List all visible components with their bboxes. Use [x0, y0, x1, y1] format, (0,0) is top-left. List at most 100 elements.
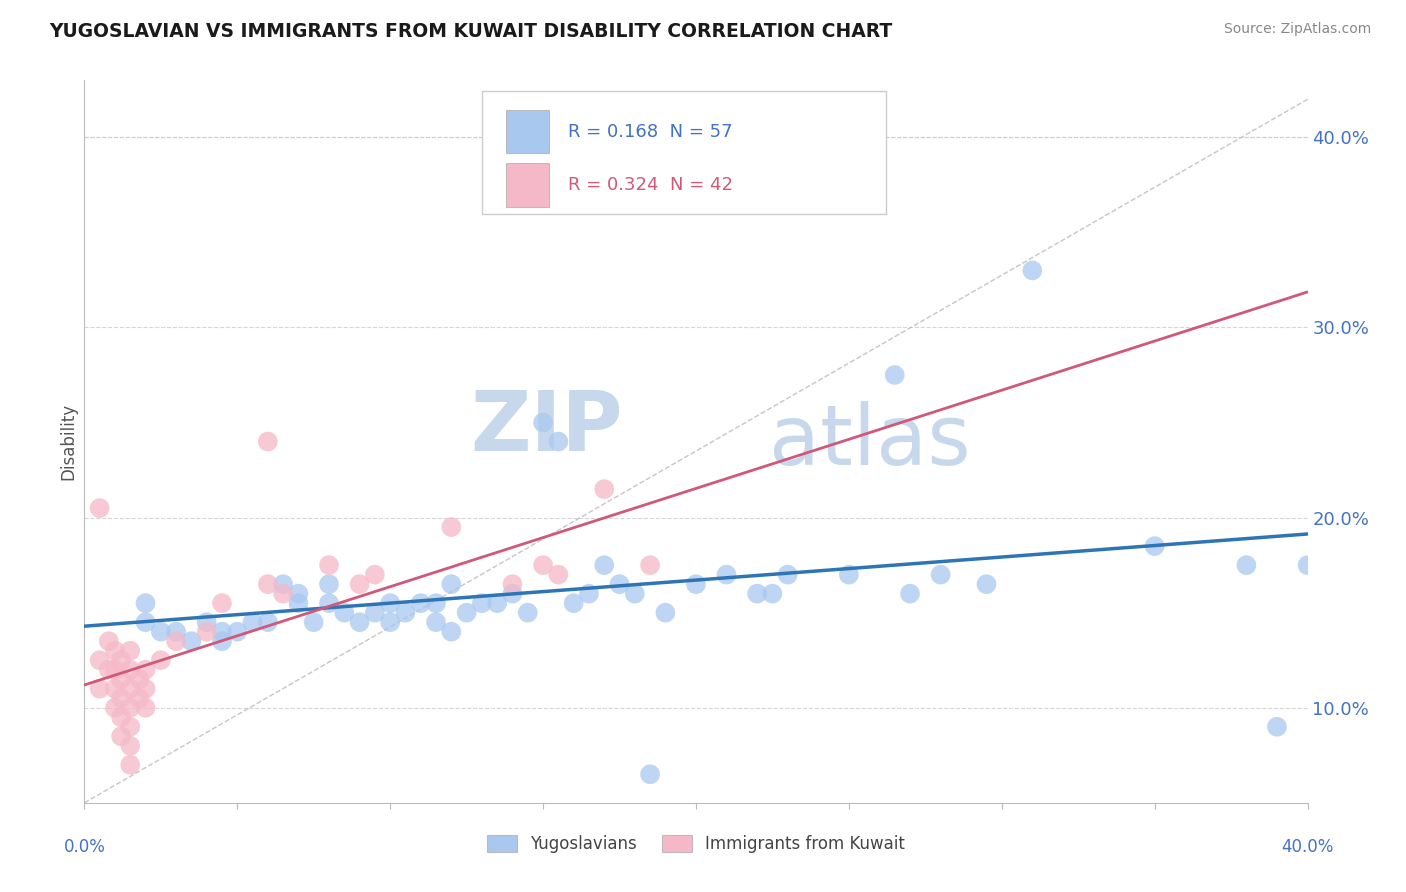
Point	[226, 624, 249, 639]
Point	[242, 615, 264, 630]
Point	[318, 558, 340, 573]
Point	[180, 634, 202, 648]
Point	[349, 577, 371, 591]
Point	[287, 596, 309, 610]
Text: R = 0.324  N = 42: R = 0.324 N = 42	[568, 176, 733, 194]
Point	[128, 672, 150, 686]
Point	[425, 596, 447, 610]
Point	[135, 681, 157, 696]
Point	[120, 700, 142, 714]
Point	[271, 577, 294, 591]
Point	[440, 624, 463, 639]
Point	[516, 606, 538, 620]
Point	[135, 663, 157, 677]
Point	[257, 577, 280, 591]
FancyBboxPatch shape	[482, 91, 886, 214]
Point	[110, 710, 132, 724]
Point	[838, 567, 860, 582]
Point	[211, 624, 233, 639]
Point	[547, 434, 569, 449]
Point	[1236, 558, 1258, 573]
Point	[211, 596, 233, 610]
Point	[1143, 539, 1166, 553]
Point	[364, 606, 387, 620]
Point	[486, 596, 509, 610]
Point	[609, 577, 631, 591]
Point	[287, 587, 309, 601]
Point	[333, 606, 356, 620]
Point	[104, 681, 127, 696]
Point	[135, 615, 157, 630]
Point	[502, 577, 524, 591]
Point	[89, 653, 111, 667]
Point	[898, 587, 921, 601]
Point	[425, 615, 447, 630]
Point	[531, 416, 554, 430]
Text: R = 0.168  N = 57: R = 0.168 N = 57	[568, 123, 733, 141]
Point	[120, 757, 142, 772]
FancyBboxPatch shape	[506, 163, 550, 207]
Point	[380, 596, 402, 610]
Point	[128, 691, 150, 706]
Point	[120, 643, 142, 657]
Point	[440, 520, 463, 534]
Legend: Yugoslavians, Immigrants from Kuwait: Yugoslavians, Immigrants from Kuwait	[481, 828, 911, 860]
Point	[747, 587, 769, 601]
Point	[104, 643, 127, 657]
Point	[531, 558, 554, 573]
Point	[578, 587, 600, 601]
Point	[471, 596, 494, 610]
Point	[257, 615, 280, 630]
Point	[120, 720, 142, 734]
Point	[135, 700, 157, 714]
Point	[380, 615, 402, 630]
Point	[776, 567, 799, 582]
Point	[211, 634, 233, 648]
Point	[364, 567, 387, 582]
Point	[110, 672, 132, 686]
Point	[456, 606, 478, 620]
Point	[149, 624, 172, 639]
Point	[976, 577, 998, 591]
Point	[135, 596, 157, 610]
Point	[638, 558, 661, 573]
Point	[409, 596, 432, 610]
Point	[89, 681, 111, 696]
Point	[195, 624, 218, 639]
Point	[394, 606, 416, 620]
Y-axis label: Disability: Disability	[59, 403, 77, 480]
Point	[302, 615, 325, 630]
Point	[120, 663, 142, 677]
Point	[318, 577, 340, 591]
Point	[502, 587, 524, 601]
Point	[1021, 263, 1043, 277]
Text: Source: ZipAtlas.com: Source: ZipAtlas.com	[1223, 22, 1371, 37]
Point	[110, 729, 132, 743]
Point	[195, 615, 218, 630]
Point	[110, 653, 132, 667]
Point	[89, 501, 111, 516]
Point	[929, 567, 952, 582]
Point	[110, 691, 132, 706]
Text: atlas: atlas	[769, 401, 972, 482]
Point	[654, 606, 676, 620]
Point	[638, 767, 661, 781]
FancyBboxPatch shape	[506, 110, 550, 153]
Text: 0.0%: 0.0%	[63, 838, 105, 855]
Point	[318, 596, 340, 610]
Point	[547, 567, 569, 582]
Point	[120, 739, 142, 753]
Point	[165, 624, 187, 639]
Text: ZIP: ZIP	[470, 386, 623, 467]
Point	[149, 653, 172, 667]
Text: YUGOSLAVIAN VS IMMIGRANTS FROM KUWAIT DISABILITY CORRELATION CHART: YUGOSLAVIAN VS IMMIGRANTS FROM KUWAIT DI…	[49, 22, 893, 41]
Point	[120, 681, 142, 696]
Point	[593, 482, 616, 496]
Point	[1265, 720, 1288, 734]
Point	[562, 596, 585, 610]
Point	[685, 577, 707, 591]
Point	[349, 615, 371, 630]
Point	[97, 663, 120, 677]
Point	[97, 634, 120, 648]
Point	[440, 577, 463, 591]
